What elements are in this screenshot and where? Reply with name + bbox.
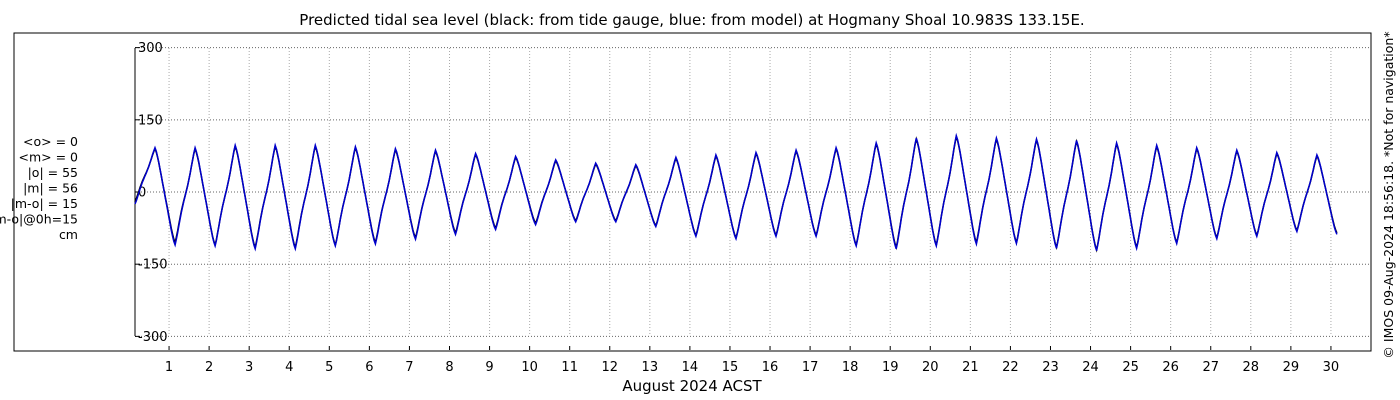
grid-lines bbox=[135, 47, 1371, 337]
stats-line: <o> = 0 bbox=[23, 134, 78, 149]
stats-line: |m-o| = 15 bbox=[11, 196, 78, 211]
x-tick-label: 9 bbox=[485, 360, 493, 375]
x-axis: 1 2 3 4 5 6 7 8 9 10 11 12 13 14 15 16 17 18 19 20 21 22 23 24 2… bbox=[165, 346, 1339, 375]
stats-line: <m> = 0 bbox=[19, 150, 79, 165]
x-tick-label: 24 bbox=[1082, 360, 1099, 375]
x-tick-label: 21 bbox=[962, 360, 979, 375]
series-lines bbox=[134, 132, 1338, 253]
y-tick-label: 300 bbox=[138, 41, 163, 56]
x-tick-label: 8 bbox=[445, 360, 453, 375]
y-axis: 300 150 0 -150 -300 bbox=[135, 41, 168, 345]
x-tick-label: 3 bbox=[245, 360, 253, 375]
x-tick-label: 28 bbox=[1243, 360, 1260, 375]
model-line bbox=[134, 132, 1338, 252]
copyright-note: © IMOS 09-Aug-2024 18:56:18. *Not for na… bbox=[1381, 31, 1396, 358]
stats-line: cm bbox=[59, 227, 78, 242]
x-tick-label: 6 bbox=[365, 360, 373, 375]
x-tick-label: 18 bbox=[842, 360, 859, 375]
x-tick-label: 15 bbox=[722, 360, 739, 375]
x-tick-label: 22 bbox=[1002, 360, 1019, 375]
x-tick-label: 29 bbox=[1283, 360, 1300, 375]
x-tick-label: 30 bbox=[1323, 360, 1340, 375]
stats-line: |o| = 55 bbox=[28, 165, 78, 180]
x-tick-label: 19 bbox=[882, 360, 899, 375]
outer-frame bbox=[13, 32, 1372, 352]
x-tick-label: 7 bbox=[405, 360, 413, 375]
x-tick-label: 12 bbox=[601, 360, 618, 375]
x-tick-label: 17 bbox=[802, 360, 819, 375]
chart-title: Predicted tidal sea level (black: from t… bbox=[299, 11, 1084, 29]
x-tick-label: 14 bbox=[682, 360, 699, 375]
x-tick-label: 10 bbox=[521, 360, 538, 375]
y-tick-label: -300 bbox=[138, 330, 168, 345]
x-tick-label: 5 bbox=[325, 360, 333, 375]
x-tick-label: 26 bbox=[1162, 360, 1179, 375]
y-tick-label: 0 bbox=[138, 186, 146, 201]
x-tick-label: 11 bbox=[561, 360, 578, 375]
x-tick-label: 4 bbox=[285, 360, 293, 375]
x-tick-label: 25 bbox=[1122, 360, 1139, 375]
x-tick-label: 1 bbox=[165, 360, 173, 375]
x-tick-label: 27 bbox=[1202, 360, 1219, 375]
y-tick-label: 150 bbox=[138, 113, 163, 128]
stats-box: <o> = 0<m> = 0|o| = 55|m| = 56|m-o| = 15… bbox=[0, 134, 78, 242]
x-tick-label: 2 bbox=[205, 360, 213, 375]
x-tick-label: 20 bbox=[922, 360, 939, 375]
stats-line: |m-o|@0h=15 bbox=[0, 212, 78, 227]
x-axis-label: August 2024 ACST bbox=[622, 377, 762, 395]
x-tick-label: 13 bbox=[642, 360, 659, 375]
x-tick-label: 23 bbox=[1042, 360, 1059, 375]
stats-line: |m| = 56 bbox=[23, 181, 78, 196]
x-tick-label: 16 bbox=[762, 360, 779, 375]
y-tick-label: -150 bbox=[138, 258, 168, 273]
